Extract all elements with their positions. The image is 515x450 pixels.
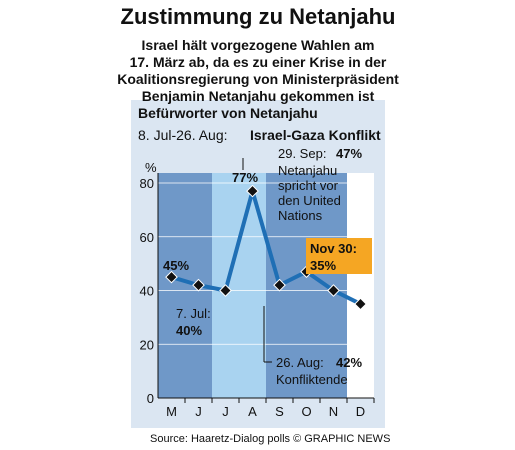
x-tick-label: D (356, 404, 365, 419)
period-name: Israel-Gaza Konflikt (250, 127, 381, 143)
x-tick-label: N (329, 404, 338, 419)
annotation: spricht vor (278, 178, 339, 193)
annotation: Nations (278, 208, 323, 223)
panel-title: Befürworter von Netanjahu (138, 105, 318, 121)
y-tick-label: 0 (147, 391, 154, 406)
point (165, 270, 178, 284)
annotation: 35% (310, 258, 336, 273)
y-tick-label: 20 (140, 337, 154, 352)
point (327, 284, 340, 297)
source: Source: Haaretz-Dialog polls © GRAPHIC N… (150, 433, 390, 445)
annotation: 26. Aug: (276, 355, 324, 370)
x-tick-label: M (166, 404, 177, 419)
point (354, 297, 367, 311)
y-unit: % (145, 160, 157, 175)
point (192, 278, 205, 292)
subtitle: 17. März ab, da es zu einer Krise in der (130, 54, 387, 70)
point (219, 284, 232, 297)
point (246, 184, 259, 198)
subtitle: Benjamin Netanjahu gekommen ist (142, 88, 375, 104)
annotation: 29. Sep: (278, 146, 326, 161)
period-label: 8. Jul-26. Aug: (138, 127, 228, 143)
x-tick-label: J (195, 404, 202, 419)
x-tick-label: S (275, 404, 284, 419)
chart-title: Zustimmung zu Netanjahu (121, 4, 396, 29)
point (273, 278, 286, 292)
annotation: Netanjahu (278, 163, 337, 178)
callout (306, 238, 372, 274)
y-tick-label: 60 (140, 230, 154, 245)
y-tick-label: 40 (140, 284, 154, 299)
annotation: 77% (232, 170, 258, 185)
x-tick-label: O (301, 404, 311, 419)
x-tick-label: A (248, 404, 257, 419)
band (347, 173, 374, 398)
annotation: Konfliktende (276, 372, 348, 387)
x-tick-label: J (222, 404, 229, 419)
annotation: 40% (176, 323, 202, 338)
annotation: den United (278, 193, 341, 208)
annotation: 47% (336, 146, 362, 161)
annotation: 45% (163, 258, 189, 273)
annotation: 7. Jul: (176, 306, 211, 321)
y-tick-label: 80 (140, 176, 154, 191)
subtitle: Israel hält vorgezogene Wahlen am (142, 37, 375, 53)
annotation: Nov 30: (310, 241, 357, 256)
subtitle: Koalitionsregierung von Ministerpräsiden… (117, 71, 399, 87)
annotation: 42% (336, 355, 362, 370)
